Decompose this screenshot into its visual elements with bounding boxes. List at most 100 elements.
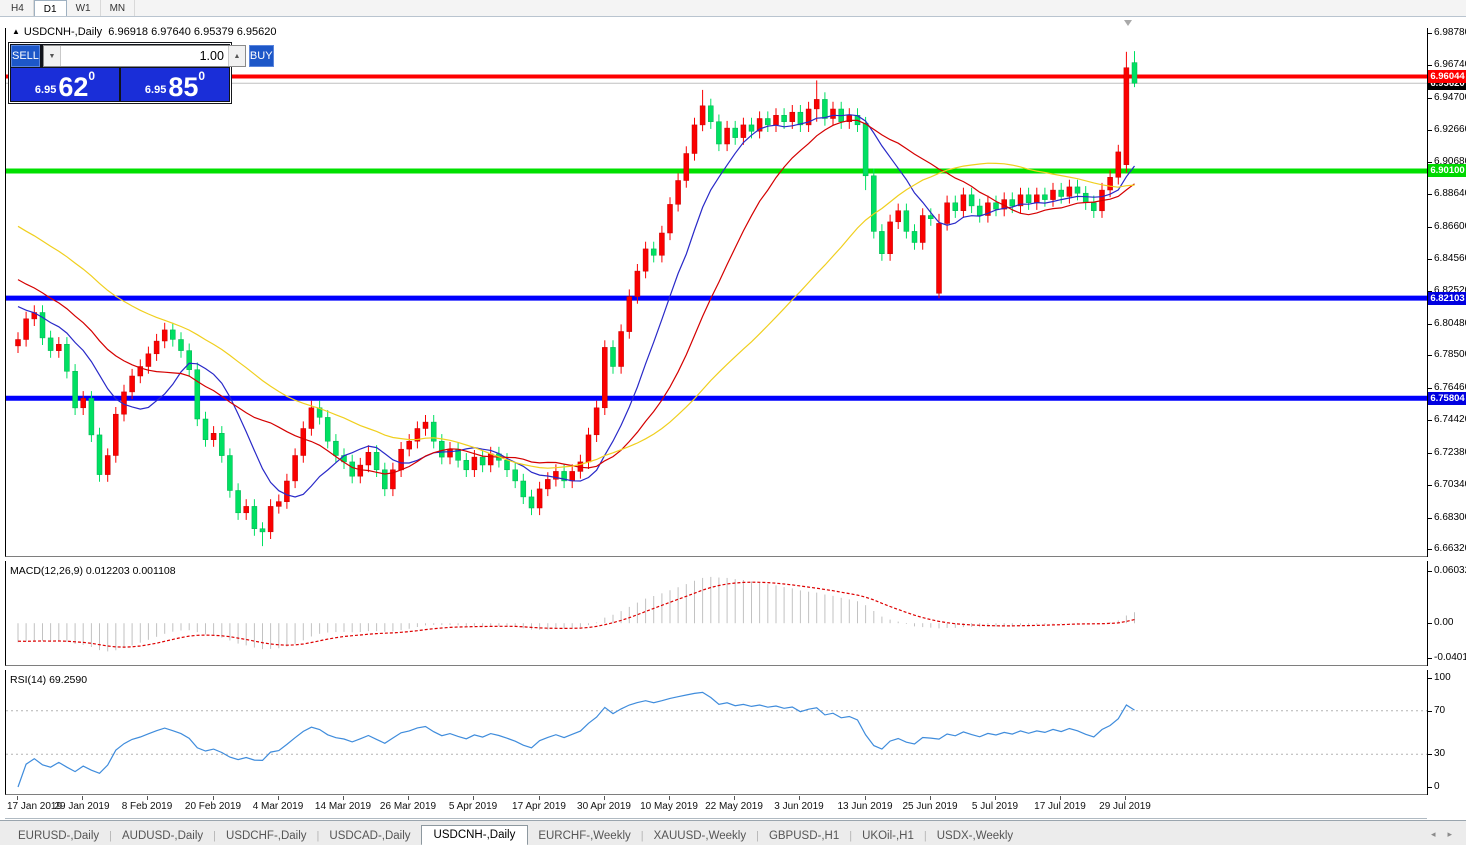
date-axis-label: 29 Jul 2019: [1099, 801, 1151, 812]
chart-symbol-label: USDCNH-,Daily: [23, 26, 103, 38]
chart-tab-bar: EURUSD-,Daily | AUDUSD-,Daily | USDCHF-,Dail…: [0, 820, 1466, 845]
chart-tab-ukoil-h1[interactable]: UKOil-,H1: [862, 830, 914, 842]
volume-decrease-button[interactable]: ▼: [43, 46, 61, 66]
timeframe-toolbar: H4 D1 W1 MN: [0, 0, 1466, 17]
price-axis-label: 6.92660: [1434, 124, 1466, 135]
macd-axis-label: 0.060329: [1434, 565, 1466, 576]
timeframe-button-w1[interactable]: W1: [67, 0, 101, 16]
buy-price-sup: 0: [198, 69, 206, 83]
price-line-tag: 6.90100: [1428, 164, 1466, 177]
tabs-scroll-right-icon[interactable]: ▸: [1447, 829, 1452, 839]
macd-axis-label: 0.00: [1434, 617, 1454, 628]
price-axis: 6.98780 6.96740 6.94700 6.92660 6.90680 6.886…: [1427, 27, 1466, 557]
tabs-scroll-left-icon[interactable]: ◂: [1430, 829, 1436, 839]
date-axis-label: 14 Mar 2019: [314, 801, 372, 812]
chart-tab-xauusd-weekly[interactable]: XAUUSD-,Weekly: [653, 830, 747, 842]
buy-price-big: 85: [168, 72, 199, 102]
chart-title: ▲ USDCNH-,Daily 6.96918 6.97640 6.95379 6…: [12, 26, 277, 38]
chart-tab-usdcad-daily[interactable]: USDCAD-,Daily: [329, 830, 411, 842]
price-axis-label: 6.70340: [1434, 479, 1466, 490]
volume-input[interactable]: [60, 46, 228, 66]
price-axis-label: 6.72380: [1434, 447, 1466, 458]
macd-axis-label: -0.040135: [1434, 652, 1466, 663]
date-axis-label: 5 Apr 2019: [448, 801, 498, 812]
date-axis-label: 29 Jan 2019: [54, 801, 110, 812]
price-axis-label: 6.66320: [1434, 543, 1466, 554]
volume-stepper: ▼ ▲: [42, 45, 246, 67]
date-axis-label: 26 Mar 2019: [379, 801, 437, 812]
chart-tab-usdx-weekly[interactable]: USDX-,Weekly: [936, 830, 1014, 842]
price-axis-label: 6.88640: [1434, 188, 1466, 199]
chart-tab-eurchf-weekly[interactable]: EURCHF-,Weekly: [538, 830, 631, 842]
price-axis-label: 6.86600: [1434, 221, 1466, 232]
date-axis-label: 17 Apr 2019: [512, 801, 566, 812]
tab-separator: |: [849, 830, 853, 842]
price-axis-label: 6.84560: [1434, 253, 1466, 264]
sell-button[interactable]: SELL: [11, 45, 40, 67]
date-axis-label: 25 Jun 2019: [902, 801, 958, 812]
rsi-axis-label: 30: [1434, 748, 1446, 759]
price-axis-label: 6.96740: [1434, 59, 1466, 70]
macd-label: MACD(12,26,9) 0.012203 0.001108: [10, 565, 176, 577]
date-axis-label: 30 Apr 2019: [577, 801, 631, 812]
chart-tab-usdcnh-daily[interactable]: USDCNH-,Daily: [420, 825, 529, 845]
chart-tab-gbpusd-h1[interactable]: GBPUSD-,H1: [768, 830, 840, 842]
tab-separator: |: [756, 830, 759, 842]
price-axis-label: 6.90680: [1434, 156, 1466, 167]
timeframe-button-mn[interactable]: MN: [101, 0, 136, 16]
price-axis-label: 6.68300: [1434, 512, 1466, 523]
price-chart-panel: [5, 28, 1428, 557]
date-axis-label: 8 Feb 2019: [121, 801, 173, 812]
price-axis-label: 6.98780: [1434, 27, 1466, 38]
tab-separator: |: [316, 830, 320, 842]
date-axis: 17 Jan 2019 29 Jan 2019 8 Feb 2019 20 Feb 2…: [5, 796, 1427, 819]
date-axis-label: 10 May 2019: [640, 801, 698, 812]
price-line-tag: 6.75804: [1428, 392, 1466, 405]
rsi-axis-label: 0: [1434, 781, 1440, 792]
tab-separator: |: [640, 830, 644, 842]
rsi-axis-label: 70: [1434, 705, 1446, 716]
date-axis-label: 17 Jul 2019: [1034, 801, 1086, 812]
chart-shift-marker-icon[interactable]: [1124, 20, 1132, 26]
chart-tab-audusd-daily[interactable]: AUDUSD-,Daily: [122, 830, 204, 842]
sell-price-sup: 0: [88, 69, 96, 83]
tab-separator: |: [109, 830, 113, 842]
one-click-trading-panel: SELL ▼ ▲ BUY 6.95 62 0 6.95 85 0: [8, 42, 274, 104]
price-axis-label: 6.76460: [1434, 382, 1466, 393]
date-axis-label: 20 Feb 2019: [184, 801, 242, 812]
tab-separator: |: [213, 830, 217, 842]
date-axis-label: 22 May 2019: [705, 801, 763, 812]
date-axis-label: 3 Jun 2019: [774, 801, 824, 812]
timeframe-button-h4[interactable]: H4: [2, 0, 34, 16]
tab-separator: |: [923, 830, 927, 842]
price-line-tag: 6.96044: [1428, 70, 1466, 83]
chart-ohlc-values: 6.96918 6.97640 6.95379 6.95620: [108, 26, 277, 38]
timeframe-button-d1[interactable]: D1: [33, 0, 67, 16]
buy-price-small: 6.95: [144, 84, 167, 96]
buy-price-display[interactable]: 6.95 85 0: [121, 68, 229, 101]
volume-increase-button[interactable]: ▲: [227, 46, 245, 66]
price-axis-label: 6.94700: [1434, 92, 1466, 103]
price-axis-label: 6.82520: [1434, 285, 1466, 296]
price-axis-label: 6.78500: [1434, 349, 1466, 360]
chart-tab-usdchf-daily[interactable]: USDCHF-,Daily: [226, 830, 307, 842]
date-axis-label: 5 Jul 2019: [971, 801, 1019, 812]
date-axis-label: 17 Jan 2019: [7, 801, 63, 812]
price-axis-label: 6.80480: [1434, 318, 1466, 329]
price-axis-label: 6.74420: [1434, 414, 1466, 425]
sell-price-display[interactable]: 6.95 62 0: [11, 68, 119, 101]
macd-panel: [5, 561, 1427, 666]
date-axis-label: 13 Jun 2019: [837, 801, 893, 812]
macd-axis: 0.060329 0.00 -0.040135: [1427, 561, 1466, 666]
sell-price-big: 62: [58, 72, 89, 102]
chart-tab-eurusd-daily[interactable]: EURUSD-,Daily: [18, 830, 100, 842]
rsi-axis: 100 70 30 0: [1427, 670, 1466, 795]
collapse-icon[interactable]: ▲: [12, 27, 20, 36]
rsi-label: RSI(14) 69.2590: [10, 674, 88, 686]
rsi-axis-label: 100: [1434, 672, 1451, 683]
price-line-tag: 6.82103: [1428, 292, 1466, 305]
rsi-panel: [5, 670, 1428, 795]
date-axis-label: 4 Mar 2019: [252, 801, 304, 812]
buy-button[interactable]: BUY: [248, 45, 274, 67]
